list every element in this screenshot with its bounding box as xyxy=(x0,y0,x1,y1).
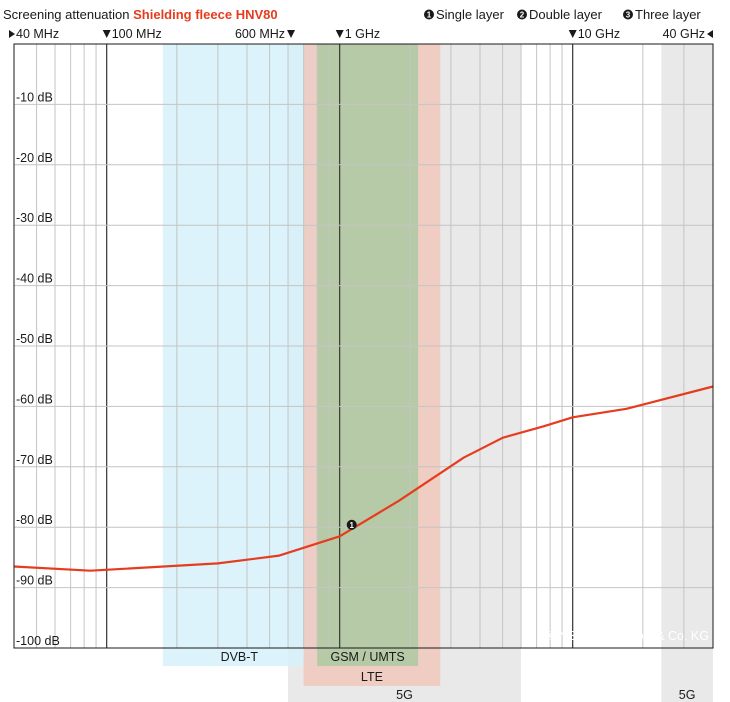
product-name: Shielding fleece HNV80 xyxy=(133,7,278,22)
x-axis-ticks: 40 MHz 100 MHz 600 MHz 1 GHz 10 GHz 40 GHz xyxy=(9,27,713,41)
legend-item-single-layer: 1 Single layer xyxy=(424,7,505,22)
layer-legend: 1 Single layer 2 Double layer 3 Three la… xyxy=(424,7,701,22)
band-label-5g-3: 5G xyxy=(396,688,413,702)
y-tick-label: -80 dB xyxy=(16,513,53,527)
plot-frame xyxy=(13,43,714,649)
legend-item-double-layer: 2 Double layer xyxy=(517,7,603,22)
chart-title-text: Screening attenuation xyxy=(3,7,129,22)
band-5g-4 xyxy=(661,44,713,702)
band-label-dvb-t-0: DVB-T xyxy=(221,650,259,664)
legend-label-double-layer: Double layer xyxy=(529,7,603,22)
y-tick-label: -30 dB xyxy=(16,211,53,225)
legend-marker-3 xyxy=(623,9,633,20)
legend-item-three-layer: 3 Three layer xyxy=(623,7,701,22)
band-gsm-umts-1 xyxy=(317,44,419,666)
frequency-bands xyxy=(162,44,713,702)
band-dvb-t-0 xyxy=(162,44,316,666)
legend-marker-3-num: 3 xyxy=(626,11,631,20)
series-line-single-layer xyxy=(13,385,714,572)
y-tick-label: -70 dB xyxy=(16,453,53,467)
x-tick-label: 1 GHz xyxy=(345,27,380,41)
y-tick-label: -50 dB xyxy=(16,332,53,346)
x-tick-label: 40 GHz xyxy=(663,27,705,41)
band-label-gsm-umts-1: GSM / UMTS xyxy=(330,650,404,664)
x-tick-marker xyxy=(102,30,111,38)
x-tick-label: 10 GHz xyxy=(578,27,620,41)
legend-label-three-layer: Three layer xyxy=(635,7,701,22)
legend-marker-1-num: 1 xyxy=(427,11,432,20)
chart-title: Screening attenuation Shielding fleece H… xyxy=(3,7,278,22)
x-tick-marker xyxy=(335,30,344,38)
y-axis-ticks: -10 dB -20 dB -30 dB -40 dB -50 dB -60 dB -70 … xyxy=(16,90,60,648)
y-tick-label: -20 dB xyxy=(16,151,53,165)
x-tick-label: 600 MHz xyxy=(235,27,285,41)
copyright-notice: © YSHIELD GmbH & Co. KG xyxy=(547,629,709,643)
y-tick-label: -60 dB xyxy=(16,392,53,406)
y-tick-label: -40 dB xyxy=(16,272,53,286)
legend-marker-2-num: 2 xyxy=(520,11,525,20)
y-tick-label: -90 dB xyxy=(16,574,53,588)
y-tick-label: -100 dB xyxy=(16,634,60,648)
x-tick-marker xyxy=(568,30,577,38)
x-tick-marker xyxy=(9,30,15,38)
x-tick-label: 100 MHz xyxy=(112,27,162,41)
band-label-lte-2: LTE xyxy=(361,670,383,684)
x-tick-marker xyxy=(707,30,713,38)
series-marker-1-num: 1 xyxy=(349,521,354,530)
series-layer: 1 xyxy=(13,385,714,572)
legend-marker-2 xyxy=(517,9,527,20)
y-tick-label: -10 dB xyxy=(16,90,53,104)
band-label-5g-4: 5G xyxy=(679,688,696,702)
x-tick-label: 40 MHz xyxy=(16,27,59,41)
legend-marker-1 xyxy=(424,9,434,20)
x-tick-marker xyxy=(287,30,296,38)
series-marker-1 xyxy=(346,519,357,530)
legend-label-single-layer: Single layer xyxy=(436,7,505,22)
band-labels: DVB-T GSM / UMTS LTE 5G 5G xyxy=(221,650,696,702)
